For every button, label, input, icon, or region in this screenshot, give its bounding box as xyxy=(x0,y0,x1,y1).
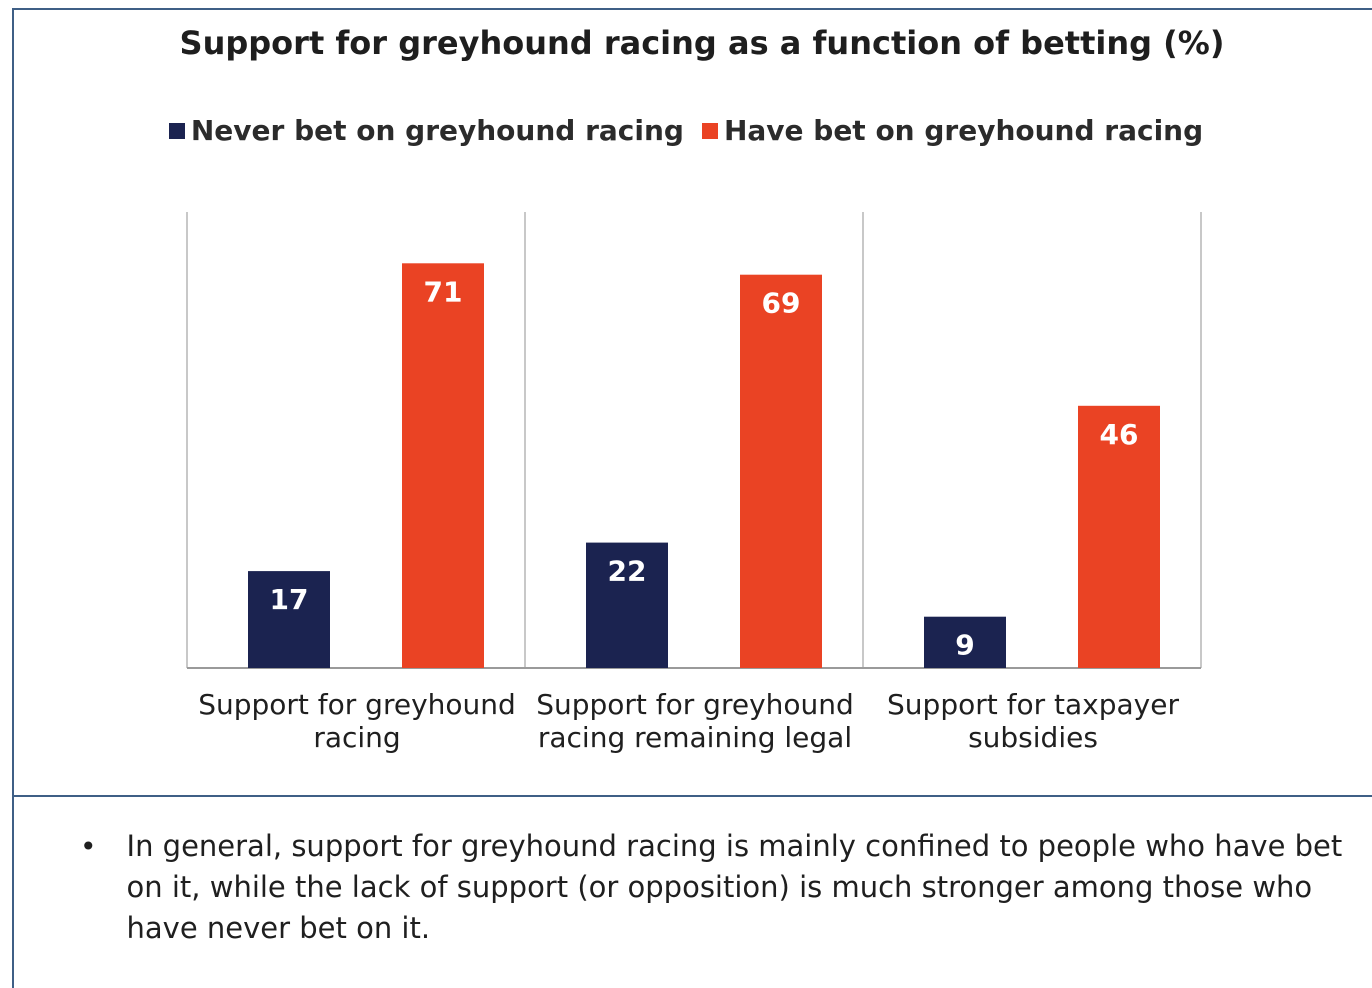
bar-never-bet xyxy=(924,616,1006,668)
data-label: 9 xyxy=(955,629,974,662)
data-label: 17 xyxy=(270,583,309,616)
category-label-line: racing xyxy=(313,721,401,754)
data-label: 46 xyxy=(1100,418,1139,451)
legend-label-have-bet: Have bet on greyhound racing xyxy=(723,114,1204,147)
category-label-remaining-legal: Support for greyhound racing remaining l… xyxy=(525,688,865,754)
section-divider xyxy=(12,795,1372,797)
bar-never-bet xyxy=(586,542,668,668)
category-label-line: Support for greyhound xyxy=(536,688,854,721)
legend-item-have-bet: Have bet on greyhound racing xyxy=(701,114,1204,147)
bullet-icon: • xyxy=(80,830,97,863)
category-label-line: racing remaining legal xyxy=(537,721,853,754)
bar-have-bet xyxy=(1078,405,1160,668)
category-label-line: Support for greyhound xyxy=(198,688,516,721)
bar-have-bet xyxy=(402,263,484,668)
category-label-taxpayer-subsidies: Support for taxpayer subsidies xyxy=(863,688,1203,754)
bar-have-bet xyxy=(740,274,822,668)
category-label-support-racing: Support for greyhound racing xyxy=(187,688,527,754)
data-label: 71 xyxy=(424,275,463,308)
data-label: 69 xyxy=(762,287,801,320)
data-label: 22 xyxy=(608,555,647,588)
legend-label-never-bet: Never bet on greyhound racing xyxy=(190,114,684,147)
chart-title: Support for greyhound racing as a functi… xyxy=(179,24,1225,62)
category-label-line: Support for taxpayer xyxy=(887,688,1179,721)
chart-frame xyxy=(12,8,1372,988)
legend-swatch-have-bet xyxy=(701,122,718,139)
bar-never-bet xyxy=(248,571,330,668)
summary-note: • In general, support for greyhound raci… xyxy=(80,826,1365,949)
summary-text: In general, support for greyhound racing… xyxy=(126,829,1343,945)
category-label-line: subsidies xyxy=(968,721,1098,754)
legend-item-never-bet: Never bet on greyhound racing xyxy=(168,114,684,147)
legend-swatch-never-bet xyxy=(168,122,185,139)
legend: Never bet on greyhound racing Have bet o… xyxy=(0,114,1372,147)
